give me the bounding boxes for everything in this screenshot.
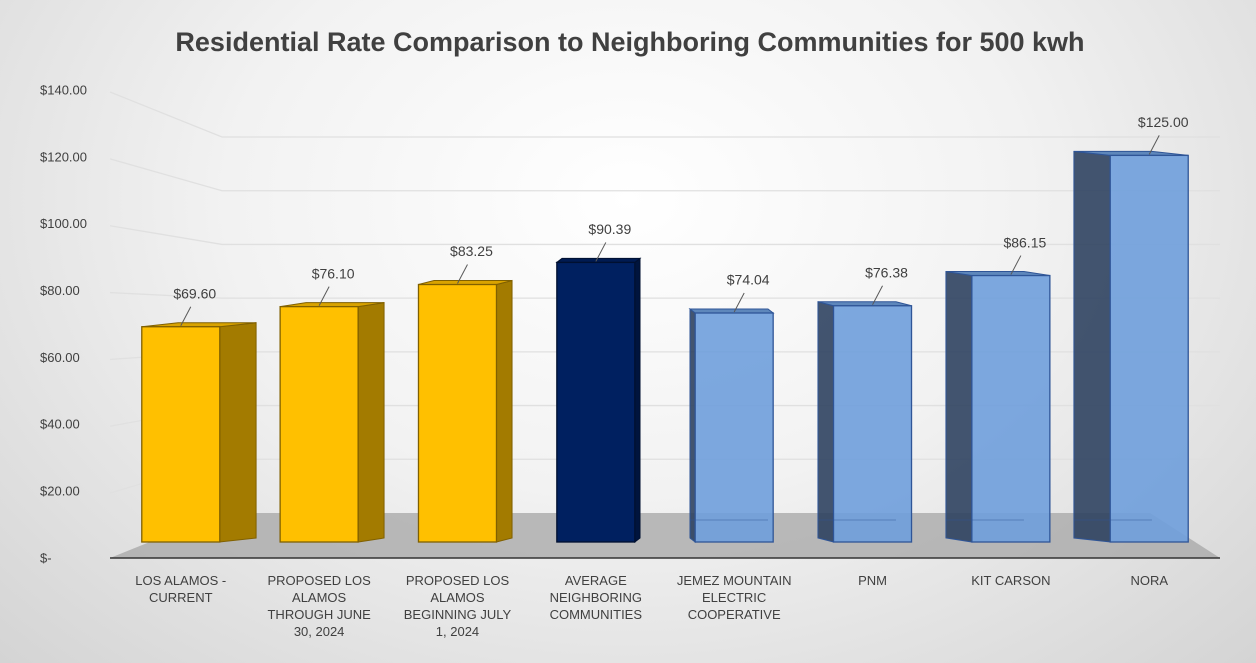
x-tick-label: LOS ALAMOS - CURRENT — [135, 573, 227, 605]
value-label: $90.39 — [588, 221, 631, 237]
y-tick-label: $120.00 — [40, 149, 87, 164]
bar — [417, 283, 498, 543]
leader-line — [457, 264, 468, 284]
leader-line — [318, 286, 330, 306]
chart-title: Residential Rate Comparison to Neighbori… — [175, 27, 1084, 57]
value-label: $86.15 — [1003, 234, 1046, 250]
y-tick-label: $- — [40, 550, 52, 565]
bar-edge — [817, 301, 896, 521]
bar-edge — [945, 271, 1024, 521]
bar — [694, 312, 774, 543]
bar — [141, 326, 221, 543]
bar-edge — [1073, 151, 1152, 521]
value-label: $76.10 — [312, 265, 355, 281]
bar-side — [689, 307, 696, 544]
x-tick-label: KIT CARSON — [971, 573, 1051, 588]
bar-side — [945, 270, 973, 543]
floor — [110, 513, 1220, 558]
grid-line — [109, 291, 1220, 299]
x-tick-label: PNM — [858, 573, 887, 588]
leader-line — [1148, 135, 1160, 155]
y-tick-label: $40.00 — [40, 417, 80, 432]
grid-line — [109, 458, 1220, 494]
bar-side — [634, 257, 641, 544]
value-label: $125.00 — [1138, 114, 1189, 130]
x-tick-label: PROPOSED LOS ALAMOS THROUGH JUNE 30, 202… — [267, 573, 371, 639]
leader-line — [180, 306, 192, 326]
grid-line — [109, 404, 1220, 427]
grid-line — [109, 91, 1220, 138]
value-label: $83.25 — [450, 243, 493, 259]
y-tick-label: $60.00 — [40, 350, 80, 365]
leader-line — [1010, 255, 1022, 275]
y-tick-label: $80.00 — [40, 283, 80, 298]
leader-line — [733, 292, 745, 313]
leader-line — [595, 242, 607, 262]
value-label: $74.04 — [727, 272, 770, 288]
bar — [1109, 154, 1189, 543]
y-tick-label: $20.00 — [40, 484, 80, 499]
y-tick-label: $100.00 — [40, 216, 87, 231]
grid-line — [109, 158, 1220, 192]
bar — [556, 261, 636, 543]
value-label: $69.60 — [173, 285, 216, 301]
bar-side — [219, 322, 257, 543]
leader-line — [872, 285, 883, 306]
bar — [971, 274, 1051, 543]
x-tick-label: PROPOSED LOS ALAMOS BEGINNING JULY 1, 20… — [403, 573, 512, 639]
bar-side — [817, 301, 835, 543]
bar — [279, 305, 359, 543]
value-label: $76.38 — [865, 264, 908, 280]
bar-side — [495, 279, 513, 543]
x-tick-label: AVERAGE NEIGHBORING COMMUNITIES — [549, 573, 643, 622]
bar-side — [1073, 150, 1111, 543]
y-tick-label: $140.00 — [40, 82, 87, 97]
bar-side — [357, 302, 385, 543]
bar — [832, 305, 913, 543]
bar-edge — [689, 309, 768, 521]
x-tick-label: NORA — [1130, 573, 1168, 588]
grid-line — [109, 351, 1220, 361]
x-tick-label: JEMEZ MOUNTAIN ELECTRIC COOPERATIVE — [676, 573, 792, 622]
grid-line — [109, 225, 1220, 246]
